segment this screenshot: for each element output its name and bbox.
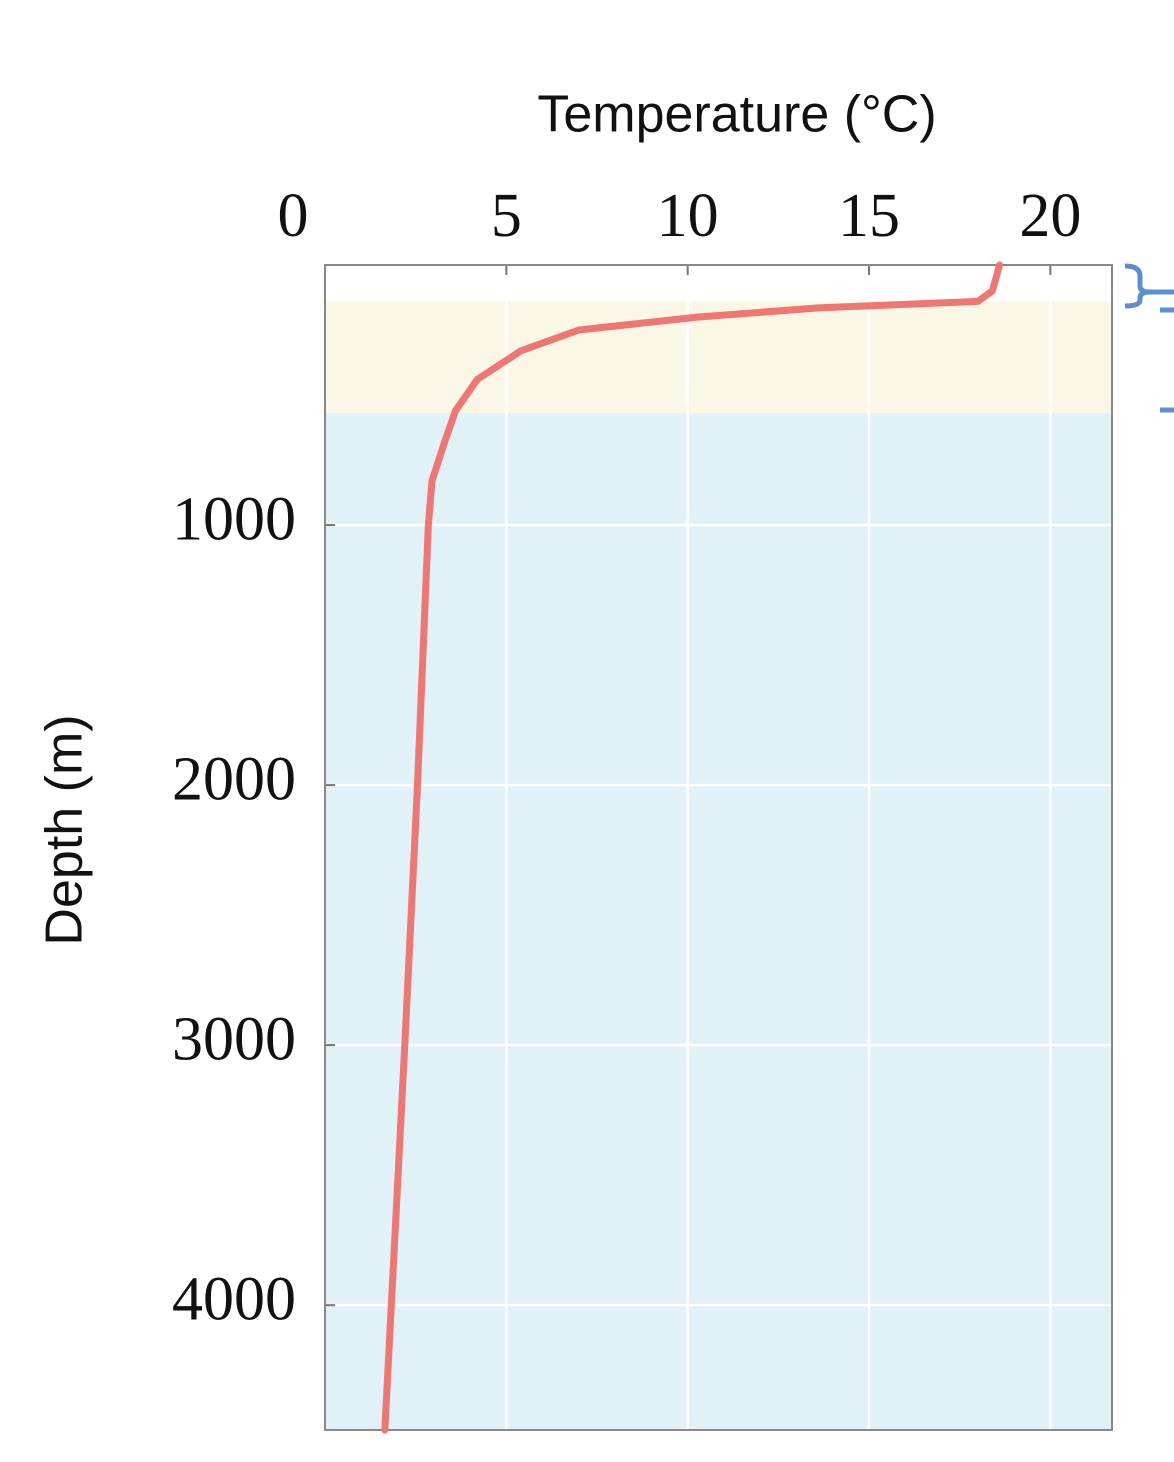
profile-line — [381, 261, 1004, 1434]
bracket — [1160, 307, 1174, 413]
bracket — [1124, 263, 1151, 309]
layer-brackets — [1124, 263, 1174, 413]
x-tick-label: 5 — [491, 182, 522, 250]
x-axis-title: Temperature (°C) — [537, 86, 936, 144]
x-tick-label: 20 — [1019, 182, 1081, 250]
plot-area: 0 5 10 15 20 1000 2000 3000 4000 — [172, 182, 1113, 1434]
x-tick-label: 0 — [278, 182, 309, 250]
y-axis-title: Depth (m) — [36, 714, 94, 945]
plot-frame — [324, 264, 1113, 1431]
shaded-band — [325, 301, 1112, 414]
y-tick-label: 4000 — [172, 1265, 296, 1333]
y-tick-label: 3000 — [172, 1005, 296, 1073]
x-tick-label: 15 — [838, 182, 900, 250]
y-tick-label: 1000 — [172, 485, 296, 553]
shaded-band — [325, 413, 1112, 1430]
y-tick-label: 2000 — [172, 745, 296, 813]
x-tick-label: 10 — [657, 182, 719, 250]
